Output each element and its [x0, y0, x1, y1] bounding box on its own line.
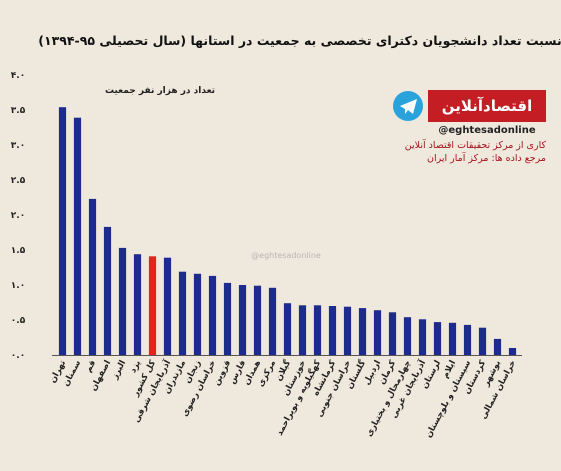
y-tick-label: ۲.۰ — [11, 211, 25, 221]
bar — [73, 117, 82, 355]
bar — [463, 324, 472, 355]
bar — [178, 271, 187, 355]
credit: کاری از مرکز تحقیقات اقتصاد آنلاین — [405, 138, 547, 151]
chart-title: نسبت تعداد دانشجویان دکترای تخصصی به جمع… — [38, 33, 561, 48]
bar — [133, 254, 142, 355]
y-axis-label: تعداد در هزار نفر جمعیت — [105, 86, 215, 96]
handle: @eghtesadonline — [438, 125, 535, 136]
logo-text: اقتصادآنلاین — [442, 97, 533, 115]
bar — [478, 327, 487, 355]
bar — [118, 247, 127, 355]
bar — [223, 282, 232, 355]
bar — [58, 107, 67, 355]
y-tick-label: ۰.۵ — [11, 316, 26, 326]
bar — [358, 308, 367, 355]
bar — [88, 198, 97, 355]
y-tick-label: ۱.۵ — [11, 246, 26, 256]
bar — [103, 226, 112, 355]
bar — [508, 348, 517, 355]
watermark: @eghtesadonline — [251, 251, 321, 260]
bar — [418, 319, 427, 355]
bar — [388, 312, 397, 355]
y-tick-label: ۴.۰ — [11, 71, 25, 81]
y-tick-label: ۳.۵ — [11, 106, 26, 116]
bar — [253, 285, 262, 355]
bar — [193, 273, 202, 355]
y-tick-label: ۳.۰ — [11, 141, 25, 151]
bar — [298, 305, 307, 355]
y-tick-label: ۰.۰ — [11, 351, 25, 361]
bar — [448, 322, 457, 355]
bar — [283, 303, 292, 355]
bar — [238, 285, 247, 355]
telegram-plane — [400, 99, 417, 114]
y-tick-label: ۲.۵ — [11, 176, 26, 186]
y-tick-label: ۱.۰ — [11, 281, 25, 291]
logo-box — [428, 90, 546, 122]
bar — [403, 317, 412, 355]
bar — [343, 306, 352, 355]
bar — [433, 322, 442, 355]
bar — [268, 287, 277, 355]
bar — [313, 305, 322, 355]
bar — [148, 256, 157, 355]
bar — [373, 310, 382, 355]
bar — [163, 257, 172, 355]
bar — [208, 275, 217, 355]
bar — [493, 338, 502, 355]
source: مرجع داده ها: مرکز آمار ایران — [427, 151, 546, 164]
bar — [328, 306, 337, 355]
